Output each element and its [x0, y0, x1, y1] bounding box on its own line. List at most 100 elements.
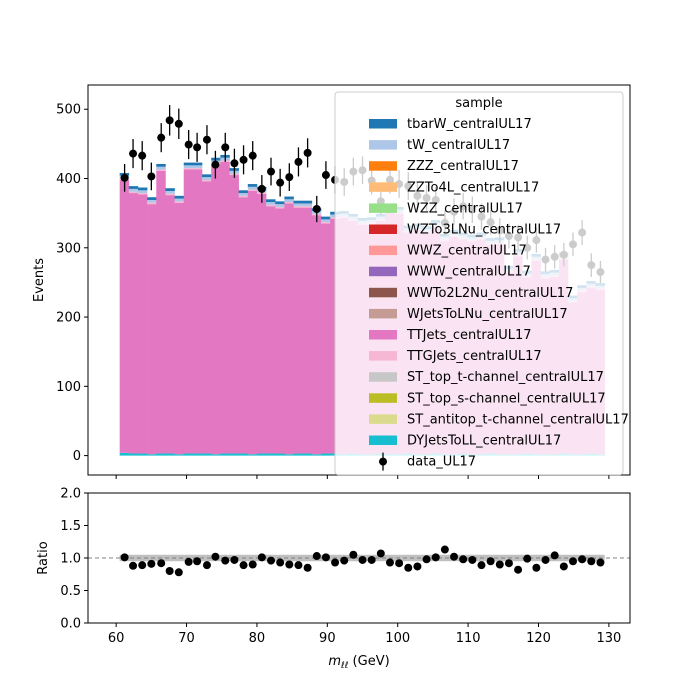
y-tick-label-400: 400: [56, 172, 81, 187]
ratio-point-19: [294, 561, 303, 570]
y-tick-label-200: 200: [56, 311, 81, 326]
legend-label-ZZTo4L_centralUL17: ZZTo4L_centralUL17: [407, 180, 539, 195]
bar-TTGJets_centralUL17-18: [284, 202, 294, 204]
bar-tW_centralUL17-14: [247, 186, 258, 190]
bar-tW_centralUL17-7: [183, 165, 194, 169]
bar-DYJetsToLL_centralUL17-15: [256, 453, 267, 456]
data-point-15: [257, 184, 266, 193]
ratio-point-32: [413, 562, 422, 571]
bar-TTJets_centralUL17-11: [220, 161, 230, 454]
ratio-point-34: [431, 553, 440, 562]
ratio-point-21: [312, 552, 321, 561]
bar-TTJets_centralUL17-5: [165, 195, 175, 454]
bar-TTJets_centralUL17-17: [275, 208, 285, 454]
data-point-13: [239, 155, 248, 164]
bar-DYJetsToLL_centralUL17-10: [211, 454, 221, 456]
x-tick-label-70: 70: [178, 631, 195, 646]
bar-DYJetsToLL_centralUL17-9: [202, 453, 212, 456]
ratio-point-36: [450, 552, 459, 561]
ratio-plot: 0.0 0.5 1.0 1.5 2.0 60 70 80 90 100 110 120 130 Ratio…: [36, 487, 631, 671]
data-point-3: [147, 172, 156, 181]
y-tick-label-0: 0: [73, 449, 81, 464]
legend-swatch-WZZ_centralUL17: [369, 203, 397, 213]
bar-tbarW_centralUL17-22: [320, 216, 331, 220]
legend-swatch-ST_antitop_t-channel_centralUL17: [369, 414, 397, 424]
data-point-18: [285, 173, 294, 182]
legend-swatch-ST_top_t-channel_centralUL17: [369, 372, 397, 382]
y-tick-label-500: 500: [56, 103, 81, 118]
ratio-point-51: [587, 557, 596, 566]
ratio-point-2: [138, 561, 147, 570]
bar-TTJets_centralUL17-8: [192, 169, 203, 454]
data-point-17: [276, 178, 285, 187]
bar-DYJetsToLL_centralUL17-21: [311, 454, 322, 456]
x-tick-label-130: 130: [596, 631, 621, 646]
ratio-point-8: [193, 557, 202, 566]
bar-TTGJets_centralUL17-22: [320, 222, 331, 224]
bar-tW_centralUL17-18: [284, 199, 294, 203]
legend-label-ZZZ_centralUL17: ZZZ_centralUL17: [407, 159, 519, 174]
bar-DYJetsToLL_centralUL17-13: [238, 453, 249, 456]
ratio-point-4: [157, 559, 166, 568]
legend-swatch-TTGJets_centralUL17: [369, 351, 397, 361]
ratio-point-52: [596, 558, 605, 567]
bar-TTJets_centralUL17-13: [238, 197, 249, 454]
ratio-y-tick-label-1: 0.5: [60, 584, 81, 599]
bar-TTGJets_centralUL17-6: [174, 201, 185, 203]
bar-TTGJets_centralUL17-1: [128, 191, 139, 194]
data-point-5: [165, 116, 174, 125]
x-axis-label-subscript: ℓℓ: [340, 661, 348, 671]
bar-TTJets_centralUL17-14: [247, 190, 258, 455]
bar-tW_centralUL17-1: [128, 188, 139, 192]
x-axis-label-unit: (GeV): [348, 654, 389, 669]
ratio-y-tick-label-0: 0.0: [60, 617, 81, 632]
ratio-point-1: [129, 561, 138, 570]
x-tick-label-60: 60: [108, 631, 125, 646]
x-tick-label-120: 120: [526, 631, 551, 646]
legend-label-data: data_UL17: [407, 455, 476, 470]
data-point-20: [303, 148, 312, 157]
bar-DYJetsToLL_centralUL17-19: [293, 453, 303, 456]
bar-DYJetsToLL_centralUL17-3: [147, 454, 157, 456]
bar-TTJets_centralUL17-19: [293, 207, 303, 454]
ratio-point-27: [367, 555, 376, 564]
bar-DYJetsToLL_centralUL17-16: [266, 453, 276, 456]
bar-tbarW_centralUL17-7: [183, 162, 194, 166]
bar-tbarW_centralUL17-1: [128, 186, 139, 189]
data-point-7: [184, 140, 193, 149]
legend-swatch-DYJetsToLL_centralUL17: [369, 435, 397, 445]
ratio-point-35: [440, 545, 449, 554]
bar-TTGJets_centralUL17-7: [183, 168, 194, 170]
bar-TTGJets_centralUL17-5: [165, 193, 175, 196]
bar-tbarW_centralUL17-2: [137, 187, 148, 191]
bar-tbarW_centralUL17-6: [174, 195, 185, 199]
ratio-point-46: [541, 555, 550, 564]
bar-TTJets_centralUL17-21: [311, 215, 322, 455]
bar-DYJetsToLL_centralUL17-7: [183, 453, 194, 456]
data-point-21: [312, 204, 321, 213]
bar-TTGJets_centralUL17-16: [266, 204, 276, 207]
ratio-point-38: [468, 555, 477, 564]
data-point-14: [248, 151, 257, 160]
bar-TTJets_centralUL17-22: [320, 223, 331, 454]
legend-swatch-WJetsToLNu_centralUL17: [369, 308, 397, 319]
legend-label-DYJetsToLL_centralUL17: DYJetsToLL_centralUL17: [407, 434, 561, 449]
legend-label-ST_top_s-channel_centralUL17: ST_top_s-channel_centralUL17: [407, 391, 606, 406]
bar-DYJetsToLL_centralUL17-5: [165, 453, 175, 456]
bar-TTGJets_centralUL17-19: [293, 206, 303, 208]
data-point-8: [193, 143, 202, 152]
bar-TTJets_centralUL17-16: [266, 206, 276, 454]
data-point-9: [202, 135, 211, 144]
ratio-point-5: [165, 567, 174, 575]
legend-label-WZTo3LNu_centralUL17: WZTo3LNu_centralUL17: [407, 223, 561, 238]
bar-TTGJets_centralUL17-13: [238, 195, 249, 198]
bar-TTGJets_centralUL17-17: [275, 206, 285, 209]
legend-label-TTGJets_centralUL17: TTGJets_centralUL17: [406, 349, 542, 364]
x-axis-label: mℓℓ (GeV): [328, 654, 389, 671]
bar-TTJets_centralUL17-3: [147, 204, 157, 455]
ratio-y-tick-label-2: 1.0: [60, 552, 81, 567]
bar-DYJetsToLL_centralUL17-14: [247, 454, 258, 456]
ratio-point-15: [257, 553, 266, 562]
data-point-0: [120, 173, 129, 182]
x-tick-label-100: 100: [385, 631, 410, 646]
